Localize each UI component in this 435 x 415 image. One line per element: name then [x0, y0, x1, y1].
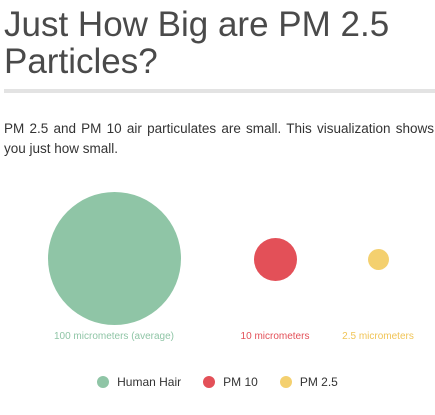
legend-item-pm25[interactable]: PM 2.5 — [279, 375, 338, 389]
legend-label-pm10: PM 10 — [223, 375, 258, 389]
title-divider — [4, 89, 435, 93]
human-hair-size-label: 100 micrometers (average) — [53, 331, 175, 342]
pm25-circle — [368, 249, 389, 270]
pm10-circle — [254, 238, 297, 281]
legend-item-human-hair[interactable]: Human Hair — [97, 375, 181, 389]
legend: Human Hair PM 10 PM 2.5 — [0, 373, 435, 391]
legend-label-human-hair: Human Hair — [117, 375, 182, 389]
intro-text: PM 2.5 and PM 10 air particulates are sm… — [4, 121, 434, 156]
pm25-swatch-icon — [279, 376, 292, 388]
pm10-size-label: 10 micrometers — [240, 331, 310, 342]
legend-label-pm25: PM 2.5 — [299, 375, 338, 389]
legend-item-pm10[interactable]: PM 10 — [203, 375, 258, 389]
pm25-size-label: 2.5 micrometers — [342, 331, 414, 342]
pm10-swatch-icon — [203, 376, 216, 388]
page-title: Just How Big are PM 2.5 Particles? — [4, 5, 390, 81]
human-hair-circle — [48, 192, 181, 325]
human-hair-swatch-icon — [97, 376, 110, 388]
